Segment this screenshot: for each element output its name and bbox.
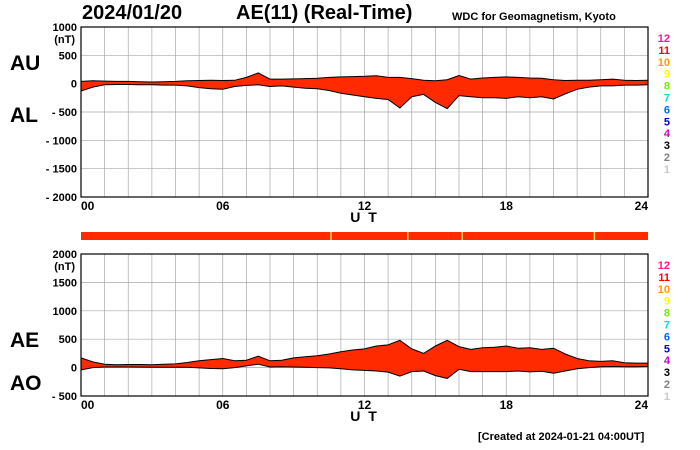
x-tick-label: 06 bbox=[216, 398, 230, 412]
plot-panel-au-al bbox=[80, 26, 649, 198]
au-index-label: AU bbox=[10, 52, 41, 75]
ae-index-label: AE bbox=[10, 329, 40, 352]
chart-date: 2024/01/20 bbox=[82, 2, 183, 24]
station-count-label: 6 bbox=[664, 104, 670, 116]
y-tick-label: - 1500 bbox=[46, 164, 77, 176]
series-line-al bbox=[80, 84, 649, 110]
station-count-label: 5 bbox=[664, 343, 670, 355]
station-count-label: 1 bbox=[664, 391, 670, 403]
y-tick-label: 1500 bbox=[53, 277, 77, 289]
x-tick-label: 12 bbox=[358, 398, 372, 412]
plot-frame bbox=[80, 26, 649, 198]
station-count-label: 6 bbox=[664, 331, 670, 343]
x-axis-label: U T bbox=[350, 209, 379, 225]
envelope-fill bbox=[81, 72, 648, 109]
x-tick-label: 00 bbox=[81, 398, 95, 412]
station-count-label: 12 bbox=[658, 260, 670, 272]
series-line-ae bbox=[80, 339, 648, 366]
station-count-label: 8 bbox=[664, 308, 670, 320]
y-tick-label: 500 bbox=[59, 334, 77, 346]
chart-title: AE(11) (Real-Time) bbox=[236, 2, 413, 24]
al-index-label: AL bbox=[10, 104, 38, 127]
plot-frame bbox=[80, 253, 649, 397]
station-count-label: 12 bbox=[658, 33, 670, 45]
station-count-label: 11 bbox=[658, 272, 670, 284]
station-count-label: 10 bbox=[658, 57, 670, 69]
x-axis-label: U T bbox=[350, 408, 379, 424]
y-tick-label: 1000 bbox=[53, 22, 77, 34]
station-count-label: 4 bbox=[664, 355, 671, 367]
station-count-label: 1 bbox=[664, 164, 670, 176]
station-count-label: 10 bbox=[658, 284, 670, 296]
station-count-label: 5 bbox=[664, 116, 670, 128]
y-tick-label: 1000 bbox=[53, 306, 77, 318]
data-source-label: WDC for Geomagnetism, Kyoto bbox=[452, 11, 616, 23]
y-tick-label: - 500 bbox=[52, 391, 77, 403]
y-unit-label: (nT) bbox=[54, 34, 75, 46]
series-line-au bbox=[80, 72, 649, 83]
x-tick-label: 18 bbox=[500, 398, 514, 412]
x-tick-label: 24 bbox=[635, 199, 649, 213]
station-count-label: 9 bbox=[664, 296, 670, 308]
station-count-label: 11 bbox=[658, 45, 670, 57]
y-tick-label: - 500 bbox=[52, 107, 77, 119]
coverage-bar-gap bbox=[330, 232, 332, 240]
y-tick-label: - 2000 bbox=[46, 192, 77, 204]
envelope-fill bbox=[81, 340, 648, 379]
station-count-label: 8 bbox=[664, 81, 670, 93]
y-tick-label: 0 bbox=[71, 363, 77, 375]
station-count-label: 4 bbox=[664, 128, 671, 140]
y-tick-label: 0 bbox=[71, 79, 77, 91]
station-count-label: 9 bbox=[664, 69, 670, 81]
station-count-label: 7 bbox=[664, 320, 670, 332]
station-count-label: 2 bbox=[664, 379, 670, 391]
x-tick-label: 24 bbox=[635, 398, 649, 412]
station-count-label: 3 bbox=[664, 140, 670, 152]
coverage-bar-gap bbox=[407, 232, 409, 240]
ao-index-label: AO bbox=[10, 372, 42, 395]
y-tick-label: 2000 bbox=[53, 249, 77, 261]
station-count-label: 2 bbox=[664, 152, 670, 164]
y-unit-label: (nT) bbox=[54, 261, 75, 273]
station-coverage-bar bbox=[81, 232, 648, 240]
series-line-ao bbox=[80, 363, 649, 379]
station-count-label: 3 bbox=[664, 367, 670, 379]
station-count-label: 7 bbox=[664, 93, 670, 105]
coverage-bar-gap bbox=[593, 232, 596, 240]
y-tick-label: 500 bbox=[59, 50, 77, 62]
coverage-bar-fill bbox=[81, 232, 648, 240]
x-tick-label: 00 bbox=[81, 199, 95, 213]
plot-panel-ae-ao bbox=[80, 253, 649, 397]
x-tick-label: 18 bbox=[500, 199, 514, 213]
y-tick-label: - 1000 bbox=[46, 135, 77, 147]
x-tick-label: 12 bbox=[358, 199, 372, 213]
coverage-bar-gap bbox=[461, 232, 463, 240]
created-timestamp: [Created at 2024-01-21 04:00UT] bbox=[478, 431, 645, 443]
x-tick-label: 06 bbox=[216, 199, 230, 213]
